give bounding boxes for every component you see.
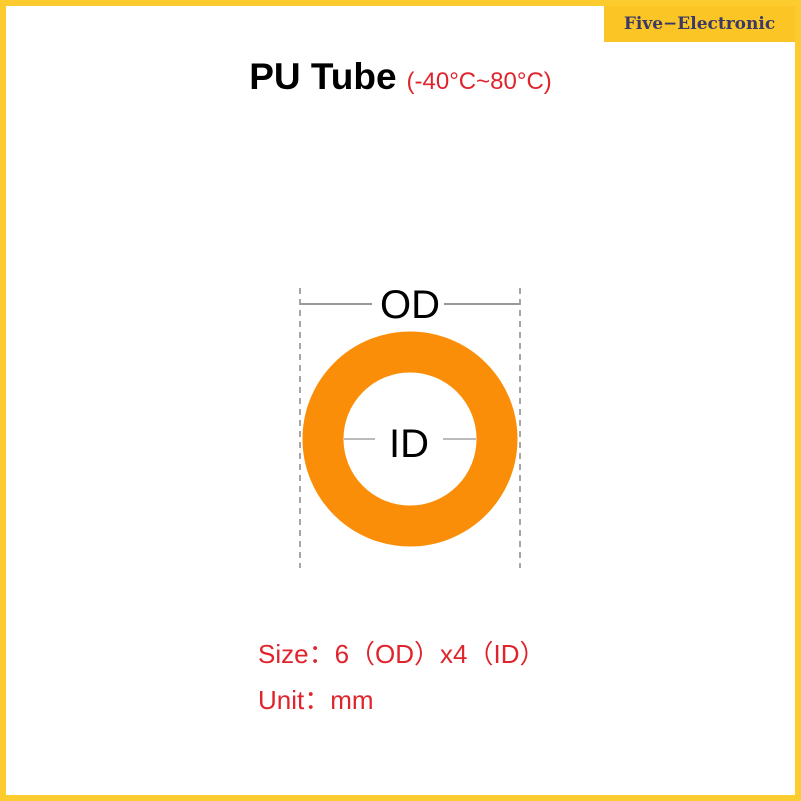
unit-spec: Unit：mm — [258, 685, 374, 715]
page-title: PU Tube (-40°C~80°C) — [0, 56, 801, 98]
brand-label: Five−Electronic — [604, 6, 795, 42]
od-label: OD — [380, 283, 440, 327]
product-name: PU Tube — [249, 56, 397, 97]
size-spec: Size：6（OD）x4（ID） — [258, 639, 546, 669]
id-label: ID — [389, 422, 429, 466]
tube-ring — [302, 331, 518, 547]
temperature-range: (-40°C~80°C) — [406, 68, 552, 95]
